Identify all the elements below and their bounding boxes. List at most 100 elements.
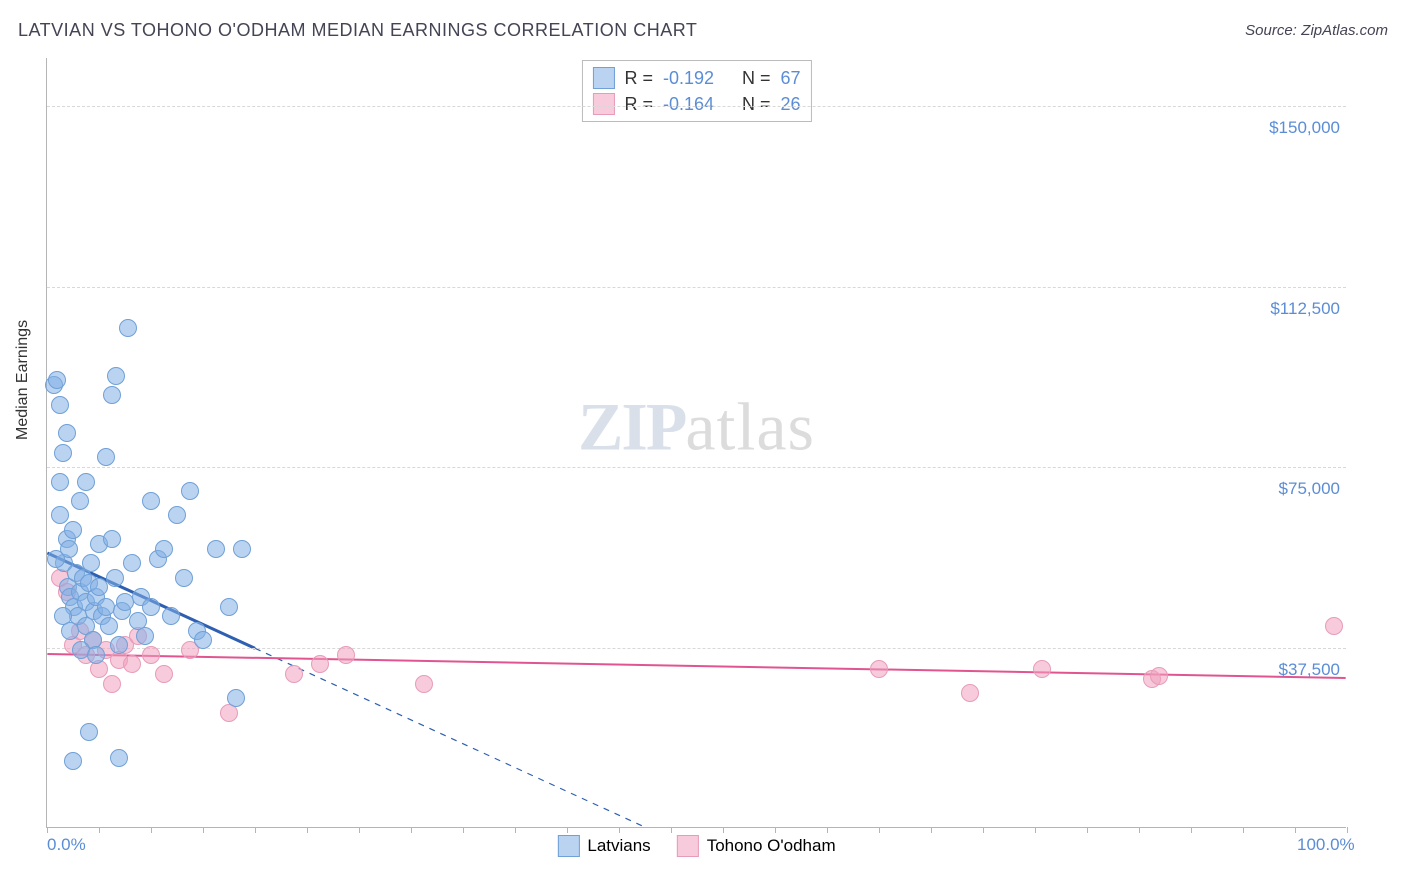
watermark-atlas: atlas — [685, 389, 815, 465]
data-point-latvians — [110, 636, 128, 654]
data-point-latvians — [136, 627, 154, 645]
data-point-latvians — [97, 448, 115, 466]
x-tick — [1191, 827, 1192, 833]
data-point-tohono — [285, 665, 303, 683]
x-tick — [567, 827, 568, 833]
data-point-latvians — [233, 540, 251, 558]
data-point-latvians — [123, 554, 141, 572]
y-tick-label: $75,000 — [1279, 479, 1340, 499]
y-tick-label: $37,500 — [1279, 660, 1340, 680]
legend-item-latvians: Latvians — [557, 835, 650, 857]
x-tick — [411, 827, 412, 833]
data-point-tohono — [155, 665, 173, 683]
chart-title: LATVIAN VS TOHONO O'ODHAM MEDIAN EARNING… — [18, 20, 697, 41]
x-tick — [879, 827, 880, 833]
data-point-tohono — [1150, 667, 1168, 685]
gridline — [47, 106, 1346, 107]
watermark: ZIPatlas — [578, 388, 815, 467]
data-point-tohono — [311, 655, 329, 673]
data-point-latvians — [97, 598, 115, 616]
data-point-tohono — [142, 646, 160, 664]
r-label: R = — [624, 68, 653, 89]
x-tick — [1295, 827, 1296, 833]
x-tick — [99, 827, 100, 833]
data-point-latvians — [77, 473, 95, 491]
data-point-latvians — [87, 646, 105, 664]
legend-item-tohono: Tohono O'odham — [677, 835, 836, 857]
data-point-latvians — [142, 598, 160, 616]
legend-row-latvians: R = -0.192 N = 67 — [592, 65, 800, 91]
r-label: R = — [624, 94, 653, 115]
data-point-latvians — [110, 749, 128, 767]
data-point-tohono — [103, 675, 121, 693]
data-point-tohono — [123, 655, 141, 673]
swatch-latvians — [592, 67, 614, 89]
data-point-latvians — [82, 554, 100, 572]
series-legend: Latvians Tohono O'odham — [557, 835, 835, 857]
data-point-latvians — [48, 371, 66, 389]
data-point-latvians — [142, 492, 160, 510]
x-tick — [827, 827, 828, 833]
data-point-latvians — [54, 444, 72, 462]
data-point-latvians — [47, 550, 65, 568]
data-point-latvians — [168, 506, 186, 524]
data-point-latvians — [103, 530, 121, 548]
y-axis-label: Median Earnings — [14, 320, 32, 440]
gridline — [47, 467, 1346, 468]
x-tick — [463, 827, 464, 833]
data-point-latvians — [155, 540, 173, 558]
data-point-latvians — [51, 473, 69, 491]
x-tick — [1035, 827, 1036, 833]
x-tick — [723, 827, 724, 833]
source-label: Source: — [1245, 22, 1297, 39]
x-tick — [307, 827, 308, 833]
x-tick — [931, 827, 932, 833]
x-tick — [1087, 827, 1088, 833]
data-point-latvians — [71, 492, 89, 510]
gridline — [47, 648, 1346, 649]
data-point-latvians — [100, 617, 118, 635]
data-point-latvians — [51, 506, 69, 524]
data-point-latvians — [181, 482, 199, 500]
legend-row-tohono: R = -0.164 N = 26 — [592, 91, 800, 117]
data-point-latvians — [106, 569, 124, 587]
data-point-latvians — [61, 622, 79, 640]
data-point-latvians — [119, 319, 137, 337]
data-point-latvians — [207, 540, 225, 558]
data-point-tohono — [1325, 617, 1343, 635]
x-tick — [1243, 827, 1244, 833]
data-point-latvians — [194, 631, 212, 649]
x-tick — [1139, 827, 1140, 833]
x-tick — [983, 827, 984, 833]
x-tick-label: 100.0% — [1297, 835, 1355, 855]
x-tick — [671, 827, 672, 833]
data-point-latvians — [64, 752, 82, 770]
data-point-latvians — [107, 367, 125, 385]
legend-label-tohono: Tohono O'odham — [707, 836, 836, 856]
y-tick-label: $150,000 — [1269, 118, 1340, 138]
data-point-latvians — [58, 424, 76, 442]
n-label: N = — [742, 94, 771, 115]
data-point-tohono — [337, 646, 355, 664]
swatch-latvians — [557, 835, 579, 857]
scatter-plot: ZIPatlas R = -0.192 N = 67 R = -0.164 N … — [46, 58, 1346, 828]
data-point-latvians — [175, 569, 193, 587]
source-attribution: Source: ZipAtlas.com — [1245, 22, 1388, 40]
r-value-tohono: -0.164 — [663, 94, 714, 115]
data-point-latvians — [103, 386, 121, 404]
x-tick — [47, 827, 48, 833]
data-point-latvians — [64, 521, 82, 539]
correlation-legend: R = -0.192 N = 67 R = -0.164 N = 26 — [581, 60, 811, 122]
y-tick-label: $112,500 — [1270, 299, 1340, 319]
data-point-latvians — [162, 607, 180, 625]
data-point-tohono — [415, 675, 433, 693]
data-point-tohono — [870, 660, 888, 678]
n-value-latvians: 67 — [781, 68, 801, 89]
data-point-latvians — [220, 598, 238, 616]
data-point-latvians — [80, 723, 98, 741]
data-point-latvians — [51, 396, 69, 414]
swatch-tohono — [592, 93, 614, 115]
data-point-latvians — [227, 689, 245, 707]
source-name: ZipAtlas.com — [1301, 22, 1388, 39]
r-value-latvians: -0.192 — [663, 68, 714, 89]
